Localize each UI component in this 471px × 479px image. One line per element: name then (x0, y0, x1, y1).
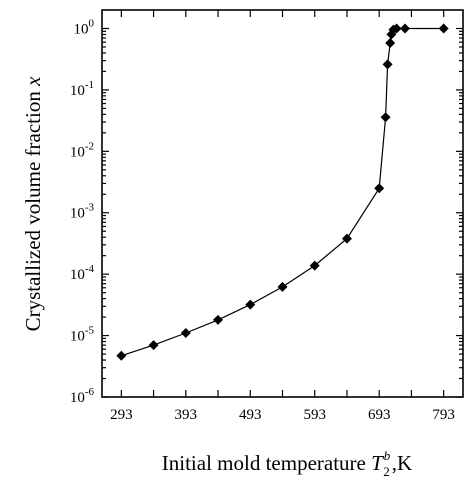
x-tick-label: 693 (368, 407, 391, 423)
plot-frame (101, 9, 464, 398)
data-point (400, 23, 410, 34)
data-point (438, 23, 449, 34)
x-tick-label: 793 (432, 407, 455, 423)
data-point (374, 183, 385, 194)
data-point (391, 23, 402, 34)
x-tick-label: 593 (303, 407, 326, 423)
y-tick-label: 10-3 (70, 202, 95, 222)
y-tick-label: 10-6 (70, 386, 95, 406)
y-tick-label: 10-5 (70, 325, 95, 345)
series-line (121, 27, 444, 357)
data-point (116, 350, 127, 361)
x-axis-title: Initial mold temperature Tb 2,K (162, 448, 412, 479)
y-tick-label: 100 (74, 17, 95, 37)
data-point (309, 260, 320, 271)
data-point (180, 328, 191, 338)
data-point (380, 112, 391, 123)
x-axis-ticks: 293 393 493 593 693 793 (110, 10, 455, 423)
y-axis-title: Crystallized volume fraction x (21, 76, 45, 332)
data-point (245, 299, 256, 310)
data-point (277, 281, 288, 292)
y-tick-label: 10-4 (70, 263, 95, 283)
y-tick-label: 10-1 (70, 79, 94, 99)
y-tick-label: 10-2 (70, 140, 94, 160)
x-tick-label: 293 (110, 407, 133, 423)
x-tick-label: 393 (175, 407, 198, 423)
y-axis-ticks: 10-6 10-5 10-4 10-3 10-2 10-1 100 (70, 17, 463, 406)
data-point (213, 314, 223, 325)
plot-marks (116, 23, 449, 361)
data-point (385, 38, 396, 48)
x-tick-label: 493 (239, 407, 262, 423)
data-point (342, 233, 352, 244)
data-point (386, 29, 397, 40)
data-point (382, 59, 393, 70)
data-point (148, 340, 159, 351)
